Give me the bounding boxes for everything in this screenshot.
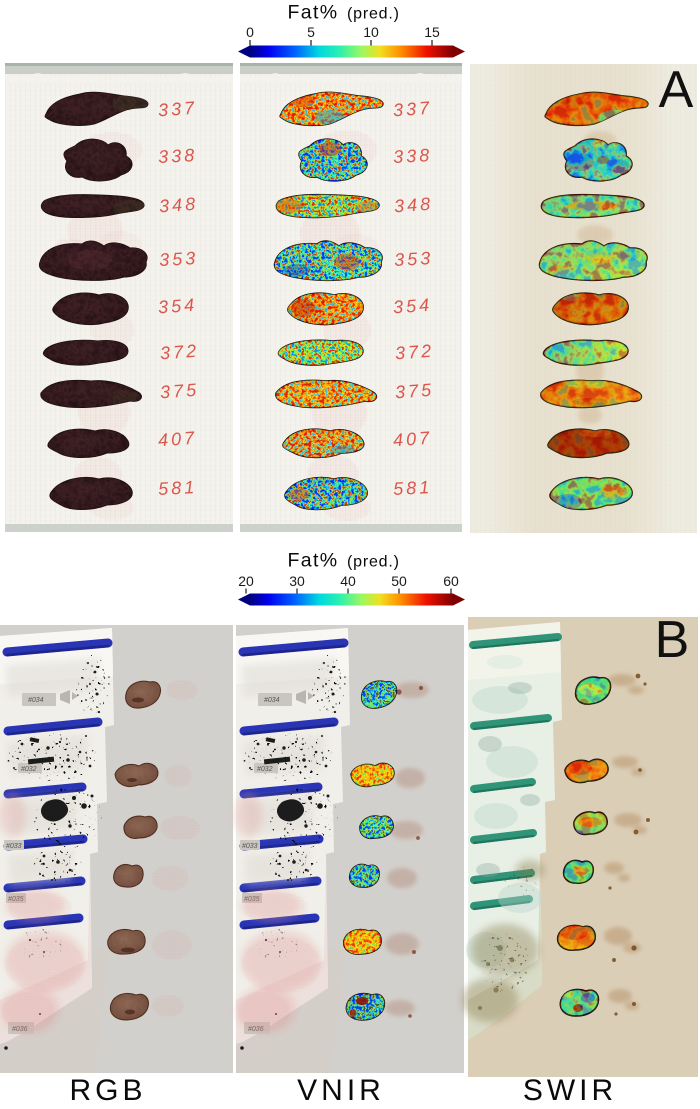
svg-text:40: 40	[340, 573, 356, 589]
svg-text:0: 0	[246, 24, 254, 40]
svg-text:50: 50	[391, 573, 407, 589]
svg-text:A: A	[659, 61, 694, 119]
svg-text:60: 60	[443, 573, 459, 589]
svg-text:407: 407	[392, 428, 432, 451]
svg-text:372: 372	[159, 341, 199, 364]
svg-text:Fat%: Fat%	[287, 550, 338, 572]
svg-text:354: 354	[157, 295, 197, 318]
svg-text:337: 337	[157, 98, 197, 121]
svg-text:375: 375	[394, 380, 434, 403]
svg-text:#032: #032	[21, 766, 37, 773]
svg-text:#033: #033	[6, 843, 22, 850]
svg-text:20: 20	[238, 573, 254, 589]
svg-text:338: 338	[393, 145, 433, 167]
svg-text:RGB: RGB	[69, 1074, 146, 1107]
svg-text:30: 30	[289, 573, 305, 589]
svg-text:354: 354	[392, 295, 432, 318]
svg-text:375: 375	[159, 380, 199, 403]
svg-text:(pred.): (pred.)	[347, 554, 400, 571]
svg-text:Fat%: Fat%	[287, 2, 338, 24]
svg-text:10: 10	[363, 24, 379, 40]
svg-text:353: 353	[159, 248, 199, 270]
svg-text:#034: #034	[28, 697, 44, 704]
svg-text:581: 581	[158, 477, 198, 499]
svg-text:VNIR: VNIR	[297, 1074, 385, 1107]
svg-text:348: 348	[393, 194, 433, 217]
svg-text:372: 372	[394, 341, 434, 364]
svg-text:B: B	[655, 611, 690, 669]
svg-text:(pred.): (pred.)	[347, 6, 400, 23]
svg-text:353: 353	[394, 248, 434, 270]
svg-text:407: 407	[157, 428, 197, 451]
svg-text:SWIR: SWIR	[523, 1074, 617, 1107]
svg-text:5: 5	[307, 24, 315, 40]
svg-text:348: 348	[158, 194, 198, 217]
svg-text:15: 15	[424, 24, 440, 40]
svg-text:338: 338	[158, 145, 198, 167]
svg-text:337: 337	[392, 98, 432, 121]
svg-text:581: 581	[393, 477, 433, 499]
